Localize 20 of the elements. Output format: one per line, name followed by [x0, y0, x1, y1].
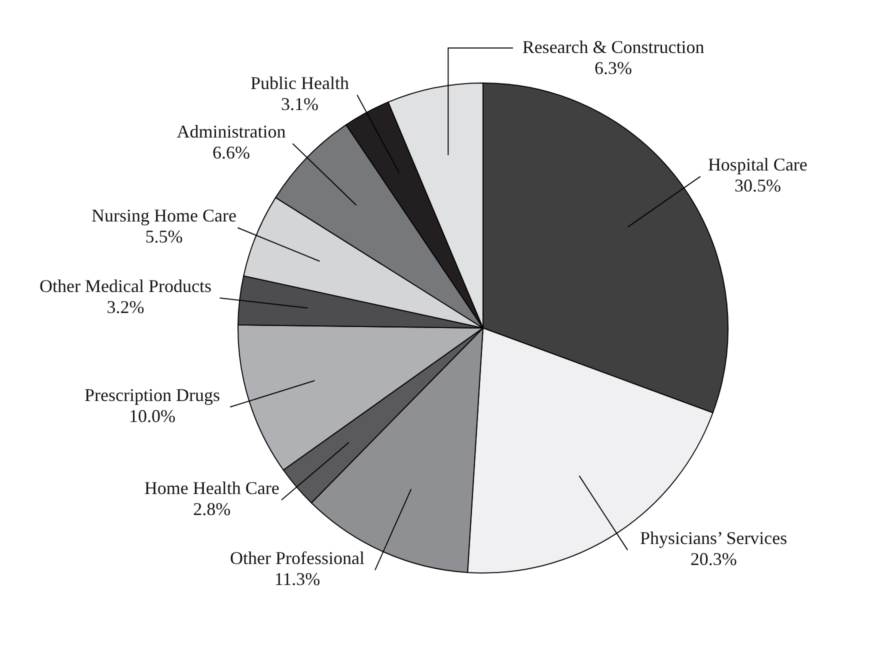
slice-label: Physicians’ Services: [640, 528, 788, 548]
data-label: 20.3%: [690, 549, 737, 570]
data-label: 6.6%: [212, 142, 250, 163]
slice-label: Nursing Home Care: [92, 206, 236, 226]
data-label: 11.3%: [274, 569, 320, 590]
slice-label: Research & Construction: [522, 37, 704, 57]
data-label: 10.0%: [129, 406, 176, 426]
data-label: 3.2%: [106, 296, 144, 317]
data-label: 5.5%: [145, 226, 183, 247]
slice-label: Administration: [176, 122, 286, 142]
slice-label: Prescription Drugs: [84, 385, 220, 406]
slice-label: Home Health Care: [144, 478, 280, 498]
slice-label: Hospital Care: [708, 154, 808, 174]
slice-label: Other Medical Products: [40, 276, 212, 296]
data-label: 30.5%: [734, 175, 781, 196]
data-label: 6.3%: [594, 58, 632, 78]
slice-label: Other Professional: [230, 548, 365, 568]
slice-label: Public Health: [250, 72, 350, 93]
data-label: 2.8%: [193, 499, 231, 520]
data-label: 3.1%: [281, 94, 319, 114]
